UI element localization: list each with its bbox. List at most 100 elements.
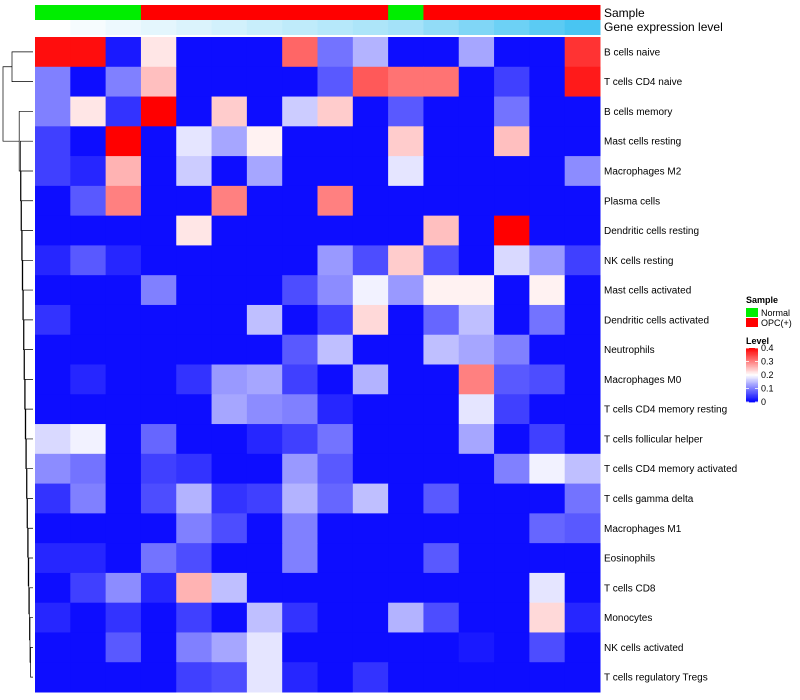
heatmap-cell	[282, 632, 318, 663]
heatmap-cell	[529, 126, 566, 157]
heatmap-cell	[246, 304, 283, 336]
heatmap-cell	[282, 215, 318, 246]
heatmap-cell	[564, 304, 601, 336]
legend-gradient-step	[746, 399, 758, 402]
heatmap-cell	[70, 37, 107, 68]
heatmap-cell	[282, 334, 318, 365]
heatmap-cell	[176, 126, 213, 157]
heatmap-cell	[458, 304, 495, 336]
heatmap-cell	[70, 632, 107, 663]
heatmap-cell	[352, 37, 389, 68]
heatmap-cell	[423, 662, 460, 693]
heatmap-cell	[140, 334, 177, 365]
heatmap-cell	[564, 96, 601, 127]
heatmap-cell	[529, 334, 566, 365]
heatmap-cell	[388, 543, 424, 574]
heatmap-cell	[35, 453, 71, 485]
heatmap-cell	[35, 662, 71, 693]
heatmap-cell	[140, 572, 177, 604]
heatmap-cell	[246, 37, 283, 68]
heatmap-cell	[70, 334, 107, 365]
heatmap-cell	[458, 185, 495, 217]
expression-cell	[211, 20, 248, 35]
legend-gradient-step	[746, 387, 758, 389]
expression-cell	[246, 20, 283, 35]
row-label: Macrophages M1	[604, 524, 682, 535]
legend-gradient-step	[746, 366, 758, 369]
legend-gradient-step	[746, 365, 758, 368]
heatmap-cell	[211, 572, 248, 604]
heatmap-cell	[423, 632, 460, 663]
row-labels: B cells naive T cells CD4 naive B cells me…	[604, 47, 737, 683]
heatmap-cell	[458, 215, 495, 246]
heatmap-cell	[458, 334, 495, 365]
heatmap-cell	[564, 394, 601, 425]
sample-cell	[529, 5, 566, 20]
heatmap-cell	[70, 364, 107, 395]
heatmap-cell	[35, 275, 71, 306]
heatmap-cell	[423, 543, 460, 574]
heatmap-cell	[282, 543, 318, 574]
heatmap-cell	[423, 156, 460, 187]
heatmap-cell	[105, 632, 142, 663]
heatmap-cell	[494, 126, 530, 157]
legend-gradient-step	[746, 375, 758, 377]
expression-cell	[564, 20, 601, 35]
heatmap-cell	[388, 602, 424, 633]
heatmap-cell	[140, 483, 177, 514]
heatmap-cell	[458, 364, 495, 395]
heatmap-cell	[352, 632, 389, 663]
heatmap-cell	[423, 394, 460, 425]
heatmap-cell	[494, 513, 530, 544]
heatmap-cell	[423, 37, 460, 68]
heatmap-cell	[140, 602, 177, 633]
heatmap-cell	[352, 126, 389, 157]
heatmap-cell	[70, 126, 107, 157]
heatmap-cell	[105, 275, 142, 306]
heatmap-cell	[529, 156, 566, 187]
heatmap-cell	[105, 483, 142, 514]
heatmap-cell	[317, 364, 354, 395]
row-label: T cells CD4 memory activated	[604, 464, 737, 475]
legend-gradient-step	[746, 356, 758, 358]
heatmap-cell	[176, 424, 213, 455]
heatmap-cell	[458, 394, 495, 425]
heatmap-cell	[176, 156, 213, 187]
heatmap-cell	[529, 572, 566, 604]
heatmap-cell	[282, 394, 318, 425]
heatmap-cell	[388, 156, 424, 187]
heatmap-cell	[458, 453, 495, 485]
sample-cell	[423, 5, 460, 20]
legend-gradient-step	[746, 352, 758, 354]
heatmap-cell	[70, 424, 107, 455]
heatmap-cell	[140, 275, 177, 306]
heatmap-cell	[35, 96, 71, 127]
heatmap-cell	[176, 572, 213, 604]
legend-gradient-step	[746, 392, 758, 395]
legend-gradient-step	[746, 348, 758, 350]
row-label: Mast cells resting	[604, 137, 681, 148]
heatmap-cell	[282, 304, 318, 336]
heatmap-cell	[494, 304, 530, 336]
heatmap-cell	[317, 304, 354, 336]
heatmap-cell	[35, 304, 71, 336]
legend-gradient-step	[746, 362, 758, 365]
heatmap-cell	[352, 275, 389, 306]
heatmap-cell	[317, 245, 354, 276]
heatmap-cell	[423, 245, 460, 276]
expression-cell	[317, 20, 354, 35]
heatmap-cell	[70, 66, 107, 98]
heatmap-cell	[388, 245, 424, 276]
heatmap-cell	[211, 156, 248, 187]
heatmap-cell	[317, 275, 354, 306]
heatmap-cell	[70, 602, 107, 633]
legend-gradient-step	[746, 357, 758, 360]
expression-track	[35, 20, 601, 35]
heatmap-cell	[140, 304, 177, 336]
heatmap-cell	[494, 424, 530, 455]
legend-gradient-step	[746, 389, 758, 392]
heatmap-cell	[317, 334, 354, 365]
heatmap-cell	[70, 483, 107, 514]
heatmap-cell	[352, 513, 389, 544]
heatmap-cell	[140, 453, 177, 485]
